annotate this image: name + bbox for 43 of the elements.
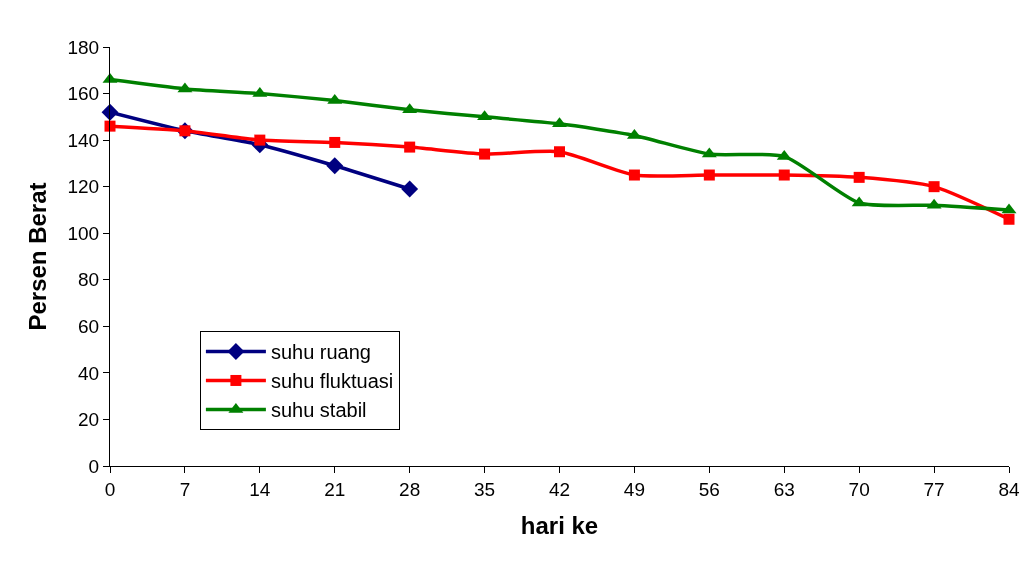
point xyxy=(1003,213,1015,225)
point xyxy=(329,136,341,148)
x-axis-title: hari ke xyxy=(520,512,599,540)
legend-label: suhu stabil xyxy=(270,399,367,422)
y-tick-label: 0 xyxy=(88,455,100,477)
point xyxy=(404,141,416,153)
y-tick-label: 60 xyxy=(78,315,100,337)
x-tick-label: 14 xyxy=(249,478,271,500)
y-tick-label: 120 xyxy=(67,176,100,198)
point xyxy=(401,180,419,198)
y-tick-label: 140 xyxy=(67,129,100,151)
x-tick-label: 0 xyxy=(104,478,116,500)
x-tick-label: 63 xyxy=(773,478,795,500)
y-tick-label: 100 xyxy=(67,222,100,244)
y-tick-label: 20 xyxy=(78,409,100,431)
point xyxy=(628,169,640,181)
y-tick-label: 180 xyxy=(67,36,100,58)
legend-label: suhu ruang xyxy=(270,341,371,364)
y-tick-label: 40 xyxy=(78,362,100,384)
y-tick-label: 160 xyxy=(67,83,100,105)
x-tick-label: 42 xyxy=(548,478,571,500)
point xyxy=(928,181,940,193)
legend-label: suhu fluktuasi xyxy=(270,370,394,393)
x-tick-label: 77 xyxy=(923,478,945,500)
point xyxy=(326,157,344,175)
x-tick-label: 49 xyxy=(623,478,645,500)
y-tick-label: 80 xyxy=(78,269,100,291)
x-tick-label: 21 xyxy=(324,478,346,500)
point xyxy=(479,148,491,160)
point xyxy=(853,171,865,183)
x-tick-label: 56 xyxy=(698,478,720,500)
x-tick-label: 7 xyxy=(179,478,191,500)
point xyxy=(554,146,565,158)
point xyxy=(104,120,116,132)
point xyxy=(778,169,790,181)
point xyxy=(254,134,266,146)
y-axis-title: Persen Berat xyxy=(23,182,51,331)
point xyxy=(101,103,119,121)
x-tick-label: 84 xyxy=(998,478,1020,500)
point xyxy=(703,169,715,181)
x-tick-label: 35 xyxy=(474,478,496,500)
x-tick-label: 70 xyxy=(848,478,870,500)
x-tick-label: 28 xyxy=(399,478,421,500)
